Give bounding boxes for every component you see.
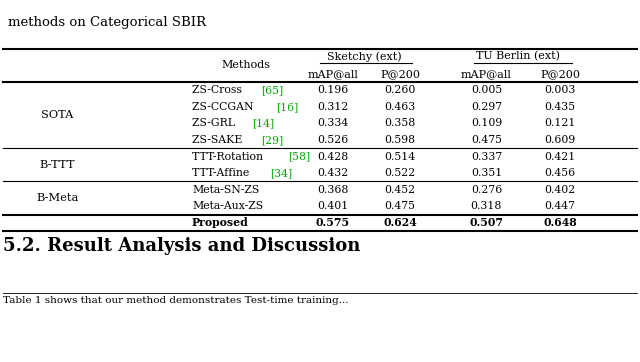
Text: mAP@all: mAP@all xyxy=(461,69,512,79)
Text: 0.452: 0.452 xyxy=(385,185,415,195)
Text: [29]: [29] xyxy=(262,135,284,145)
Text: 0.276: 0.276 xyxy=(471,185,502,195)
Text: 0.003: 0.003 xyxy=(544,85,576,95)
Text: 0.475: 0.475 xyxy=(471,135,502,145)
Text: 0.609: 0.609 xyxy=(545,135,575,145)
Text: ZS-Cross: ZS-Cross xyxy=(192,85,245,95)
Text: 0.334: 0.334 xyxy=(317,118,348,129)
Text: methods on Categorical SBIR: methods on Categorical SBIR xyxy=(8,16,206,29)
Text: [65]: [65] xyxy=(261,85,283,95)
Text: Proposed: Proposed xyxy=(192,217,249,228)
Text: 0.428: 0.428 xyxy=(317,152,348,161)
Text: 0.507: 0.507 xyxy=(469,217,504,228)
Text: [14]: [14] xyxy=(252,118,274,129)
Text: P@200: P@200 xyxy=(380,69,420,79)
Text: TTT-Affine: TTT-Affine xyxy=(192,168,253,178)
Text: 0.463: 0.463 xyxy=(385,102,415,112)
Text: SOTA: SOTA xyxy=(42,110,74,120)
Text: 0.421: 0.421 xyxy=(545,152,575,161)
Text: 5.2. Result Analysis and Discussion: 5.2. Result Analysis and Discussion xyxy=(3,236,360,254)
Text: 0.368: 0.368 xyxy=(317,185,349,195)
Text: 0.318: 0.318 xyxy=(470,201,502,211)
Text: 0.312: 0.312 xyxy=(317,102,349,112)
Text: 0.648: 0.648 xyxy=(543,217,577,228)
Text: Sketchy (ext): Sketchy (ext) xyxy=(328,51,402,62)
Text: Meta-SN-ZS: Meta-SN-ZS xyxy=(192,185,259,195)
Text: Meta-Aux-ZS: Meta-Aux-ZS xyxy=(192,201,263,211)
Text: B-Meta: B-Meta xyxy=(36,193,79,203)
Text: [34]: [34] xyxy=(270,168,292,178)
Text: P@200: P@200 xyxy=(540,69,580,79)
Text: 0.522: 0.522 xyxy=(385,168,415,178)
Text: Methods: Methods xyxy=(222,60,271,71)
Text: ZS-GRL: ZS-GRL xyxy=(192,118,239,129)
Text: 0.514: 0.514 xyxy=(385,152,415,161)
Text: 0.260: 0.260 xyxy=(384,85,416,95)
Text: 0.598: 0.598 xyxy=(385,135,415,145)
Text: [58]: [58] xyxy=(288,152,310,161)
Text: 0.526: 0.526 xyxy=(317,135,348,145)
Text: 0.121: 0.121 xyxy=(544,118,576,129)
Text: 0.358: 0.358 xyxy=(385,118,415,129)
Text: 0.005: 0.005 xyxy=(471,85,502,95)
Text: 0.351: 0.351 xyxy=(471,168,502,178)
Text: 0.297: 0.297 xyxy=(471,102,502,112)
Text: 0.337: 0.337 xyxy=(471,152,502,161)
Text: 0.447: 0.447 xyxy=(545,201,575,211)
Text: 0.435: 0.435 xyxy=(545,102,575,112)
Text: 0.401: 0.401 xyxy=(317,201,348,211)
Text: 0.624: 0.624 xyxy=(383,217,417,228)
Text: TU Berlin (ext): TU Berlin (ext) xyxy=(476,51,561,62)
Text: 0.475: 0.475 xyxy=(385,201,415,211)
Text: mAP@all: mAP@all xyxy=(307,69,358,79)
Text: 0.402: 0.402 xyxy=(545,185,575,195)
Text: TTT-Rotation: TTT-Rotation xyxy=(192,152,266,161)
Text: B-TTT: B-TTT xyxy=(40,160,76,170)
Text: ZS-SAKE: ZS-SAKE xyxy=(192,135,246,145)
Text: 0.109: 0.109 xyxy=(471,118,502,129)
Text: [16]: [16] xyxy=(276,102,298,112)
Text: Table 1 shows that our method demonstrates Test-time training...: Table 1 shows that our method demonstrat… xyxy=(3,296,349,305)
Text: 0.575: 0.575 xyxy=(316,217,350,228)
Text: 0.456: 0.456 xyxy=(545,168,575,178)
Text: 0.432: 0.432 xyxy=(317,168,348,178)
Text: ZS-CCGAN: ZS-CCGAN xyxy=(192,102,257,112)
Text: 0.196: 0.196 xyxy=(317,85,348,95)
